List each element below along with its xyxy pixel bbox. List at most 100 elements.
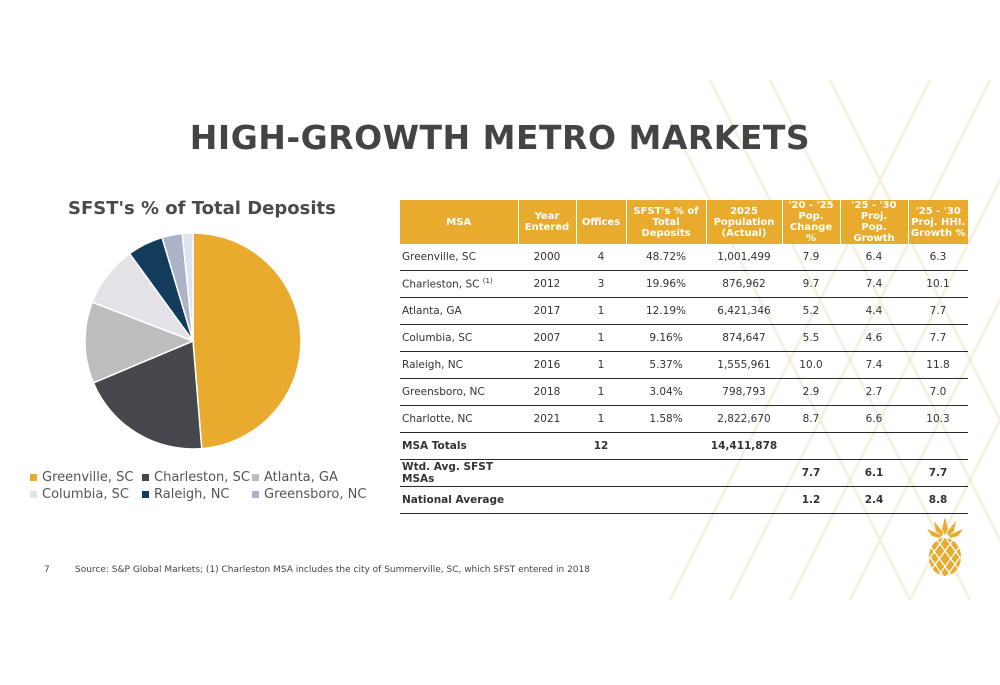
page-title: HIGH-GROWTH METRO MARKETS (189, 118, 811, 157)
cell-population: 1,555,961 (706, 351, 782, 379)
weighted-hhi-growth: 7.7 (908, 459, 968, 487)
national-pop-change: 1.2 (782, 486, 840, 514)
cell-pop-change: 7.9 (782, 244, 840, 271)
pie-slice-greenville-sc (192, 232, 302, 450)
legend-label: Greenville, SC (42, 470, 134, 485)
cell-pop-change: 10.0 (782, 351, 840, 379)
cell-pop-change: 9.7 (782, 270, 840, 298)
cell-msa: Greenville, SC (400, 244, 518, 271)
chart-title: SFST's % of Total Deposits (68, 198, 336, 219)
cell-population: 798,793 (706, 378, 782, 406)
cell-deposit-share: 3.04% (626, 378, 706, 406)
cell-pop-change: 5.2 (782, 297, 840, 325)
cell-proj-hhi-growth: 6.3 (908, 244, 968, 271)
cell-deposit-share: 9.16% (626, 324, 706, 352)
totals-label: MSA Totals (400, 432, 518, 460)
legend-swatch (30, 491, 37, 498)
table-row: Columbia, SC 2007 1 9.16% 874,647 5.5 4.6 7.7 (400, 324, 968, 352)
table-row: Charleston, SC (1) 2012 3 19.96% 876,962 9.7 7… (400, 270, 968, 298)
cell-proj-pop-growth: 4.4 (840, 297, 908, 325)
cell-offices: 1 (576, 351, 626, 379)
cell-proj-hhi-growth: 10.1 (908, 270, 968, 298)
national-proj-growth: 2.4 (840, 486, 908, 514)
national-label: National Average (400, 486, 518, 514)
header-msa: MSA (400, 200, 518, 244)
cell-offices: 1 (576, 378, 626, 406)
cell-msa: Charleston, SC (1) (400, 270, 518, 298)
cell-year-entered: 2018 (518, 378, 576, 406)
cell-proj-pop-growth: 7.4 (840, 351, 908, 379)
cell-msa: Greensboro, NC (400, 378, 518, 406)
cell-offices: 3 (576, 270, 626, 298)
legend-label: Charleston, SC (154, 470, 250, 485)
legend-swatch (142, 491, 149, 498)
cell-deposit-share: 5.37% (626, 351, 706, 379)
cell-offices: 1 (576, 324, 626, 352)
table-row: Raleigh, NC 2016 1 5.37% 1,555,961 10.0 7.4 11.… (400, 351, 968, 379)
header-pop-change: '20 - '25 Pop. Change % (781, 200, 840, 244)
cell-offices: 4 (576, 244, 626, 271)
legend-swatch (142, 474, 149, 481)
weighted-label: Wtd. Avg. SFST MSAs (400, 459, 518, 487)
cell-offices: 1 (576, 405, 626, 433)
legend-item-columbia: Columbia, SC (30, 487, 142, 502)
header-deposit-share: SFST's % of Total Deposits (625, 200, 706, 244)
weighted-proj-growth: 6.1 (840, 459, 908, 487)
cell-year-entered: 2000 (518, 244, 576, 271)
msa-table: MSA Year Entered Offices SFST's % of Total… (400, 200, 968, 514)
cell-population: 876,962 (706, 270, 782, 298)
cell-msa: Charlotte, NC (400, 405, 518, 433)
table-row: Greensboro, NC 2018 1 3.04% 798,793 2.9 2.7 7.0 (400, 378, 968, 406)
cell-population: 6,421,346 (706, 297, 782, 325)
legend-item-atlanta: Atlanta, GA (252, 470, 338, 485)
header-year-entered: Year Entered (517, 200, 576, 244)
table-row: Greenville, SC 2000 4 48.72% 1,001,499 7.9 6.4… (400, 244, 968, 271)
footer: 7 Source: S&P Global Markets; (1) Charles… (44, 565, 590, 575)
legend-label: Greensboro, NC (264, 487, 367, 502)
cell-pop-change: 2.9 (782, 378, 840, 406)
cell-year-entered: 2012 (518, 270, 576, 298)
legend-label: Atlanta, GA (264, 470, 338, 485)
pie-slice-charlotte-nc (181, 232, 194, 342)
cell-population: 874,647 (706, 324, 782, 352)
cell-proj-hhi-growth: 7.7 (908, 324, 968, 352)
cell-pop-change: 5.5 (782, 324, 840, 352)
pie-slice-charleston-sc (92, 339, 203, 450)
legend-item-greenville: Greenville, SC (30, 470, 142, 485)
cell-msa: Raleigh, NC (400, 351, 518, 379)
table-row: Charlotte, NC 2021 1 1.58% 2,822,670 8.7 6.6 10… (400, 405, 968, 433)
cell-proj-pop-growth: 6.6 (840, 405, 908, 433)
pineapple-icon (927, 517, 963, 577)
source-note: Source: S&P Global Markets; (1) Charlest… (75, 565, 590, 575)
pie-chart (84, 232, 302, 450)
cell-year-entered: 2017 (518, 297, 576, 325)
weighted-average-row: Wtd. Avg. SFST MSAs 7.7 6.1 7.7 (400, 459, 968, 487)
cell-deposit-share: 12.19% (626, 297, 706, 325)
cell-deposit-share: 48.72% (626, 244, 706, 271)
cell-proj-hhi-growth: 11.8 (908, 351, 968, 379)
cell-proj-pop-growth: 6.4 (840, 244, 908, 271)
cell-proj-pop-growth: 2.7 (840, 378, 908, 406)
cell-year-entered: 2016 (518, 351, 576, 379)
chart-legend: Greenville, SC Charleston, SC Atlanta, G… (30, 469, 366, 503)
weighted-pop-change: 7.7 (782, 459, 840, 487)
totals-population: 14,411,878 (706, 432, 782, 460)
pie-slice-atlanta-ga (84, 301, 196, 384)
page-number: 7 (44, 565, 50, 575)
totals-row: MSA Totals 12 14,411,878 (400, 432, 968, 460)
legend-swatch (252, 474, 259, 481)
legend-swatch (252, 491, 259, 498)
cell-population: 1,001,499 (706, 244, 782, 271)
totals-offices: 12 (576, 432, 626, 460)
national-hhi-growth: 8.8 (908, 486, 968, 514)
cell-proj-hhi-growth: 7.7 (908, 297, 968, 325)
header-proj-pop-growth: '25 - '30 Proj. Pop. Growth (839, 200, 908, 244)
legend-label: Columbia, SC (42, 487, 129, 502)
cell-msa: Atlanta, GA (400, 297, 518, 325)
legend-label: Raleigh, NC (154, 487, 230, 502)
cell-proj-pop-growth: 7.4 (840, 270, 908, 298)
cell-offices: 1 (576, 297, 626, 325)
cell-msa: Columbia, SC (400, 324, 518, 352)
table-header-row: MSA Year Entered Offices SFST's % of Total… (400, 200, 968, 244)
legend-item-greensboro: Greensboro, NC (252, 487, 366, 502)
